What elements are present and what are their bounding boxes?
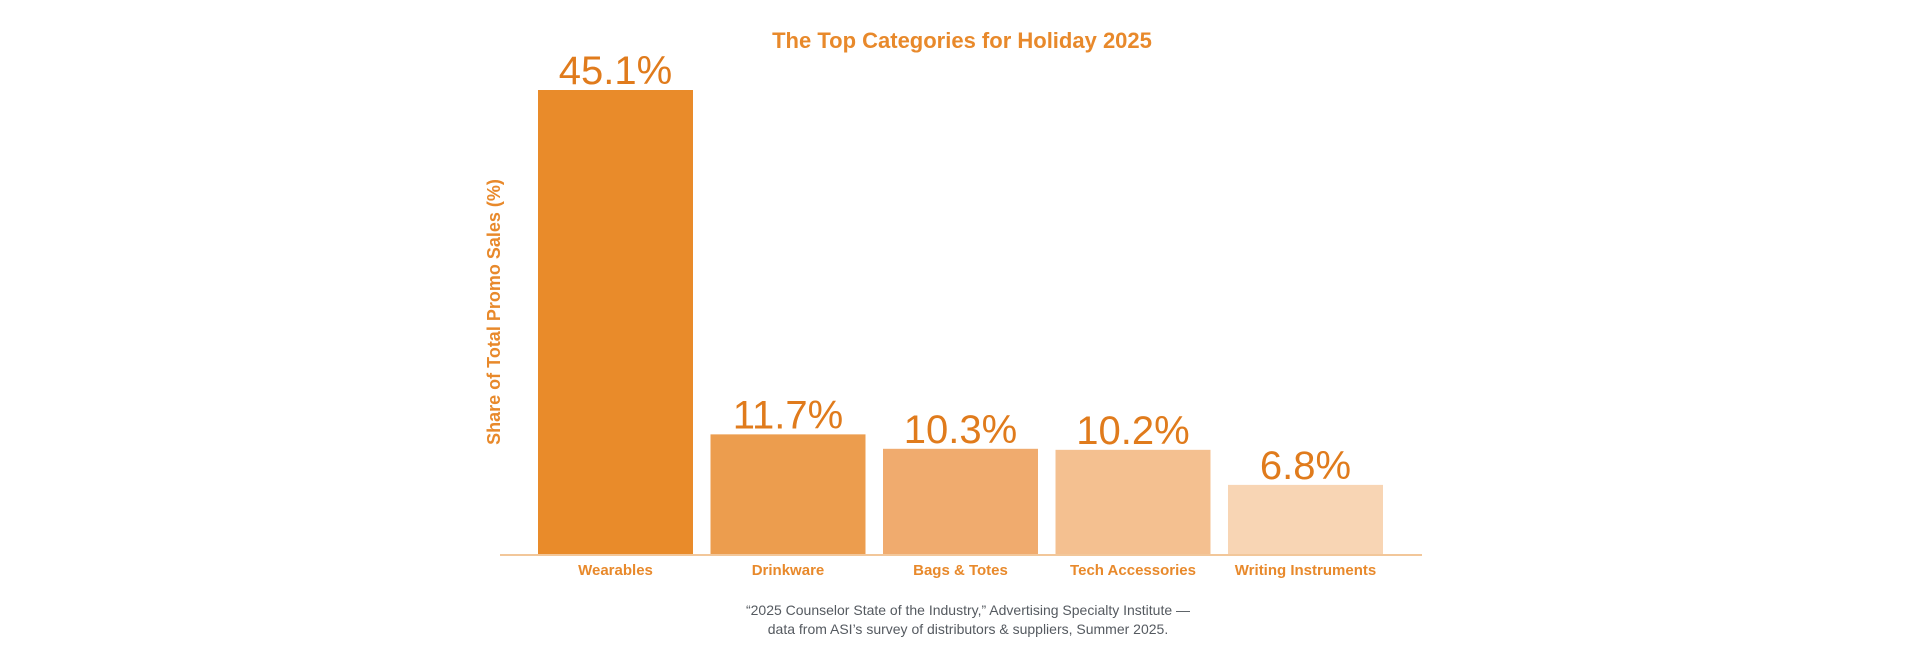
value-label: 6.8% — [1260, 444, 1351, 488]
source-line-1: “2025 Counselor State of the Industry,” … — [746, 602, 1190, 618]
bar-tech-accessories — [1055, 449, 1211, 555]
value-labels-group: 45.1% 11.7% 10.3% 10.2% 6.8% — [559, 49, 1351, 488]
x-tick-label: Drinkware — [752, 562, 825, 579]
x-tick-label: Writing Instruments — [1235, 562, 1376, 579]
chart-title: The Top Categories for Holiday 2025 — [772, 28, 1152, 53]
value-label: 10.3% — [904, 408, 1017, 452]
bar-drinkware — [710, 434, 866, 555]
value-label: 45.1% — [559, 49, 672, 93]
bars-group — [538, 90, 1383, 555]
bar-bags-totes — [883, 448, 1038, 555]
y-axis-label: Share of Total Promo Sales (%) — [484, 179, 504, 445]
value-label: 11.7% — [733, 393, 843, 437]
bar-writing-instruments — [1228, 484, 1383, 555]
source-line-2: data from ASI’s survey of distributors &… — [768, 621, 1168, 637]
x-tick-label: Tech Accessories — [1070, 562, 1196, 579]
tick-labels-group: Wearables Drinkware Bags & Totes Tech Acces… — [578, 562, 1376, 579]
x-tick-label: Bags & Totes — [913, 562, 1008, 579]
value-label: 10.2% — [1076, 409, 1189, 453]
x-tick-label: Wearables — [578, 562, 653, 579]
bar-wearables — [538, 90, 693, 555]
